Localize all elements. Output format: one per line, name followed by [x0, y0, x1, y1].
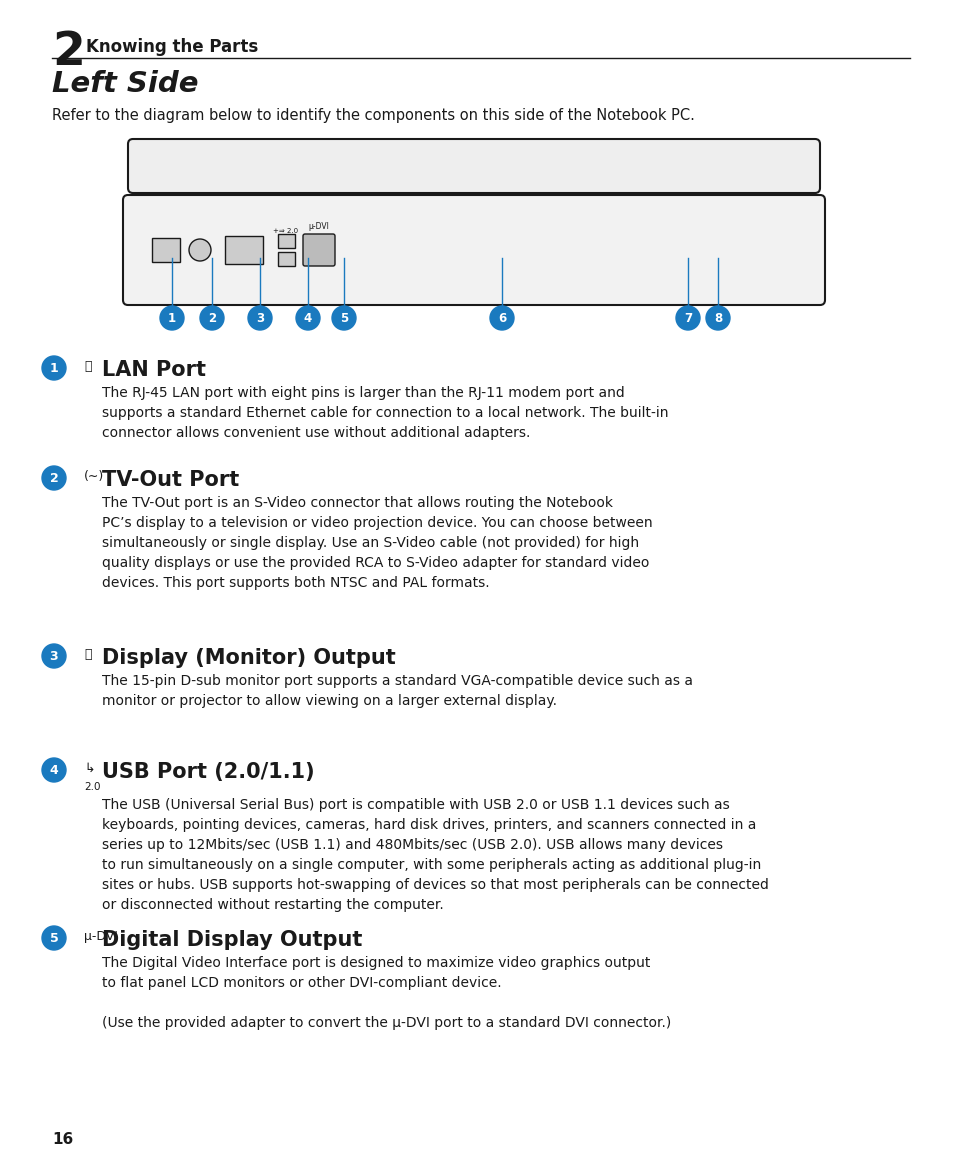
- Text: 2: 2: [50, 471, 58, 484]
- FancyBboxPatch shape: [303, 234, 335, 266]
- Bar: [152, 238, 180, 262]
- FancyBboxPatch shape: [128, 139, 820, 193]
- Text: The 15-pin D-sub monitor port supports a standard VGA-compatible device such as : The 15-pin D-sub monitor port supports a…: [102, 675, 692, 708]
- Text: ⎕: ⎕: [84, 648, 91, 661]
- Text: Refer to the diagram below to identify the components on this side of the Notebo: Refer to the diagram below to identify t…: [52, 109, 694, 122]
- Circle shape: [42, 644, 66, 668]
- Text: 4: 4: [50, 763, 58, 776]
- Text: 7: 7: [683, 312, 691, 325]
- Text: 8: 8: [713, 312, 721, 325]
- Circle shape: [490, 306, 514, 330]
- Text: 2: 2: [52, 30, 85, 75]
- Text: The USB (Universal Serial Bus) port is compatible with USB 2.0 or USB 1.1 device: The USB (Universal Serial Bus) port is c…: [102, 798, 768, 912]
- Text: μ-DVI: μ-DVI: [308, 222, 329, 231]
- Circle shape: [676, 306, 700, 330]
- Text: 16: 16: [52, 1132, 73, 1147]
- Text: μ-DVI: μ-DVI: [84, 930, 118, 942]
- Bar: [225, 236, 263, 264]
- Circle shape: [160, 306, 184, 330]
- FancyBboxPatch shape: [123, 195, 824, 305]
- Text: The Digital Video Interface port is designed to maximize video graphics output
t: The Digital Video Interface port is desi…: [102, 956, 671, 1030]
- Text: 5: 5: [339, 312, 348, 325]
- Circle shape: [705, 306, 729, 330]
- Bar: [277, 234, 294, 248]
- Circle shape: [295, 306, 319, 330]
- Circle shape: [200, 306, 224, 330]
- Text: USB Port (2.0/1.1): USB Port (2.0/1.1): [102, 762, 314, 782]
- Circle shape: [42, 356, 66, 380]
- Text: Display (Monitor) Output: Display (Monitor) Output: [102, 648, 395, 668]
- Text: TV-Out Port: TV-Out Port: [102, 470, 239, 490]
- Text: LAN Port: LAN Port: [102, 360, 206, 380]
- Circle shape: [42, 465, 66, 490]
- Text: 4: 4: [304, 312, 312, 325]
- Circle shape: [42, 758, 66, 782]
- Text: 1: 1: [168, 312, 176, 325]
- Text: (∼): (∼): [84, 470, 104, 483]
- Circle shape: [42, 926, 66, 951]
- Bar: [277, 252, 294, 266]
- Text: Digital Display Output: Digital Display Output: [102, 930, 362, 951]
- Text: Knowing the Parts: Knowing the Parts: [86, 38, 258, 55]
- Circle shape: [248, 306, 272, 330]
- Text: The RJ-45 LAN port with eight pins is larger than the RJ-11 modem port and
suppo: The RJ-45 LAN port with eight pins is la…: [102, 386, 668, 440]
- Text: 5: 5: [50, 931, 58, 945]
- Text: Left Side: Left Side: [52, 70, 198, 98]
- Text: 2.0: 2.0: [84, 782, 100, 792]
- Circle shape: [332, 306, 355, 330]
- Text: 1: 1: [50, 362, 58, 374]
- Text: 3: 3: [50, 649, 58, 663]
- Text: 6: 6: [497, 312, 506, 325]
- Circle shape: [189, 239, 211, 261]
- Text: ↳: ↳: [84, 762, 94, 775]
- Text: +⇒ 2.0: +⇒ 2.0: [274, 228, 298, 234]
- Text: The TV-Out port is an S-Video connector that allows routing the Notebook
PC’s di: The TV-Out port is an S-Video connector …: [102, 495, 652, 590]
- Text: 品: 品: [84, 360, 91, 373]
- Text: 2: 2: [208, 312, 215, 325]
- Text: 3: 3: [255, 312, 264, 325]
